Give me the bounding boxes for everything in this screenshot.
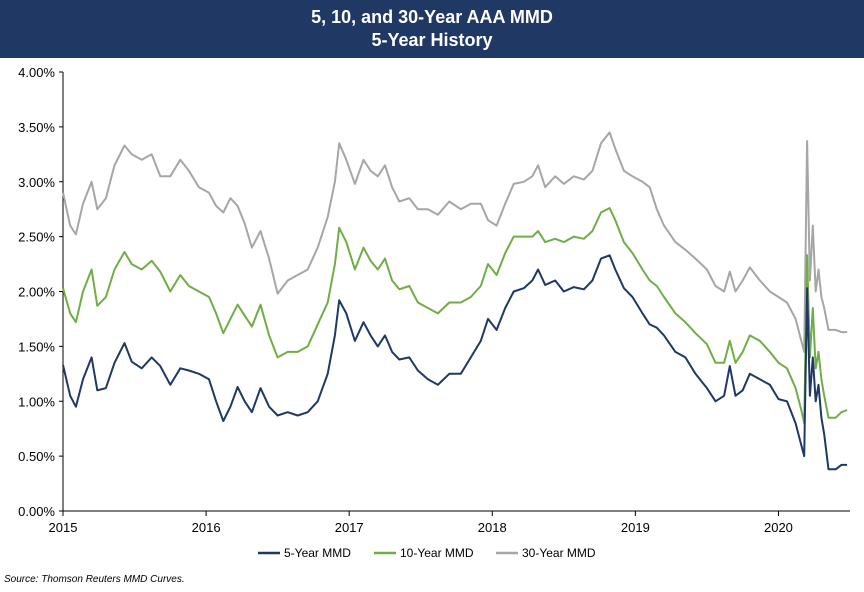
chart-title-banner: 5, 10, and 30-Year AAA MMD 5-Year Histor… [0, 0, 864, 58]
y-tick-label: 4.00% [18, 65, 55, 80]
chart-axes: 0.00% 0.50% 1.00% 1.50% 2.00% 2.50% 3.00% 3.50%… [18, 65, 850, 535]
chart-subtitle: 5-Year History [371, 30, 493, 50]
x-tick-label: 2015 [49, 520, 78, 535]
x-tick-label: 2018 [478, 520, 507, 535]
x-tick-label: 2017 [335, 520, 364, 535]
chart-legend: 5-Year MMD 10-Year MMD 30-Year MMD [258, 546, 596, 560]
legend-label: 10-Year MMD [400, 546, 474, 560]
x-tick-label: 2020 [764, 520, 793, 535]
series-line-30-year-mmd [62, 131, 848, 353]
line-chart: 0.00% 0.50% 1.00% 1.50% 2.00% 2.50% 3.00% 3.50%… [18, 65, 850, 560]
y-tick-label: 3.00% [18, 175, 55, 190]
x-tick-label: 2016 [192, 520, 221, 535]
chart-series [62, 131, 848, 471]
y-tick-label: 1.00% [18, 394, 55, 409]
legend-label: 5-Year MMD [284, 546, 351, 560]
legend-label: 30-Year MMD [522, 546, 596, 560]
y-tick-label: 3.50% [18, 120, 55, 135]
chart-title: 5, 10, and 30-Year AAA MMD [311, 7, 553, 27]
y-tick-label: 0.00% [18, 504, 55, 519]
y-tick-label: 0.50% [18, 449, 55, 464]
source-note: Source: Thomson Reuters MMD Curves. [4, 574, 185, 585]
y-tick-label: 2.00% [18, 285, 55, 300]
x-tick-label: 2019 [621, 520, 650, 535]
y-tick-label: 2.50% [18, 230, 55, 245]
series-line-5-year-mmd [62, 254, 848, 471]
series-line-10-year-mmd [62, 207, 848, 425]
y-tick-label: 1.50% [18, 339, 55, 354]
